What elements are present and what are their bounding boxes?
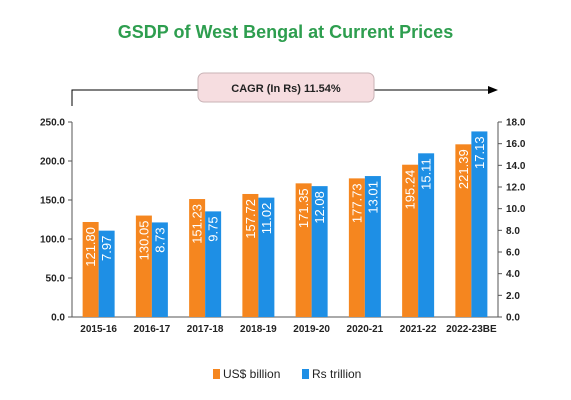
- bar-rs: [311, 186, 328, 317]
- data-label: 151.23: [190, 204, 205, 244]
- legend-swatch-usd: [213, 369, 220, 379]
- bar-usd: [189, 199, 206, 317]
- y-right-tick-label: 2.0: [506, 291, 520, 302]
- data-label: 157.72: [243, 199, 258, 239]
- legend-label: Rs trillion: [312, 367, 361, 381]
- y-left-tick-label: 100.0: [40, 235, 65, 246]
- bar-rs: [364, 176, 381, 317]
- y-left-tick-label: 50.0: [46, 274, 66, 285]
- bar-rs: [151, 222, 168, 317]
- bar-usd: [242, 193, 259, 317]
- bar-rs: [98, 230, 115, 317]
- bar-usd: [295, 183, 312, 317]
- data-label: 171.35: [296, 188, 311, 228]
- data-label: 12.08: [312, 191, 327, 224]
- y-left-tick-label: 200.0: [40, 157, 65, 168]
- cagr-label: CAGR (In Rs) 11.54%: [231, 83, 341, 95]
- data-label: 195.24: [403, 170, 418, 210]
- x-tick-label: 2020-21: [347, 324, 384, 335]
- y-right-tick-label: 4.0: [506, 269, 520, 280]
- y-left-tick-label: 250.0: [40, 118, 65, 129]
- x-tick-label: 2022-23BE: [446, 324, 497, 335]
- x-tick-label: 2018-19: [240, 324, 277, 335]
- data-label: 121.80: [83, 227, 98, 267]
- bar-usd: [455, 144, 472, 317]
- x-tick-label: 2016-17: [134, 324, 171, 335]
- y-left-tick-label: 150.0: [40, 196, 65, 207]
- data-label: 17.13: [472, 136, 487, 169]
- data-label: 177.73: [349, 183, 364, 223]
- bar-usd: [348, 178, 365, 317]
- cagr-box: [197, 72, 375, 103]
- bar-rs: [418, 153, 435, 317]
- chart-title: GSDP of West Bengal at Current Prices: [117, 22, 454, 42]
- y-right-tick-label: 18.0: [506, 118, 526, 129]
- y-right-tick-label: 8.0: [506, 226, 520, 237]
- y-right-tick-label: 16.0: [506, 139, 526, 150]
- y-left-tick-label: 0.0: [51, 313, 65, 324]
- x-tick-label: 2021-22: [400, 324, 437, 335]
- data-label: 8.73: [152, 227, 167, 252]
- bar-usd: [135, 215, 152, 317]
- bar-usd: [402, 164, 419, 317]
- data-label: 7.97: [99, 236, 114, 261]
- legend-label: US$ billion: [223, 367, 280, 381]
- x-tick-label: 2017-18: [187, 324, 224, 335]
- data-label: 13.01: [365, 181, 380, 214]
- y-right-tick-label: 10.0: [506, 204, 526, 215]
- bar-rs: [205, 211, 222, 317]
- cagr-arrow-head: [488, 86, 498, 94]
- data-label: 221.39: [456, 149, 471, 189]
- legend-swatch-rs: [302, 369, 309, 379]
- y-right-tick-label: 0.0: [506, 313, 520, 324]
- data-label: 11.02: [259, 203, 274, 235]
- data-label: 130.05: [136, 221, 151, 261]
- bar-usd: [82, 221, 99, 317]
- y-right-tick-label: 14.0: [506, 161, 526, 172]
- y-right-tick-label: 12.0: [506, 183, 526, 194]
- data-label: 15.11: [419, 158, 434, 190]
- y-right-tick-label: 6.0: [506, 248, 520, 259]
- data-label: 9.75: [206, 216, 221, 241]
- x-tick-label: 2019-20: [293, 324, 330, 335]
- x-tick-label: 2015-16: [80, 324, 117, 335]
- bar-rs: [258, 197, 275, 317]
- bar-rs: [471, 131, 488, 317]
